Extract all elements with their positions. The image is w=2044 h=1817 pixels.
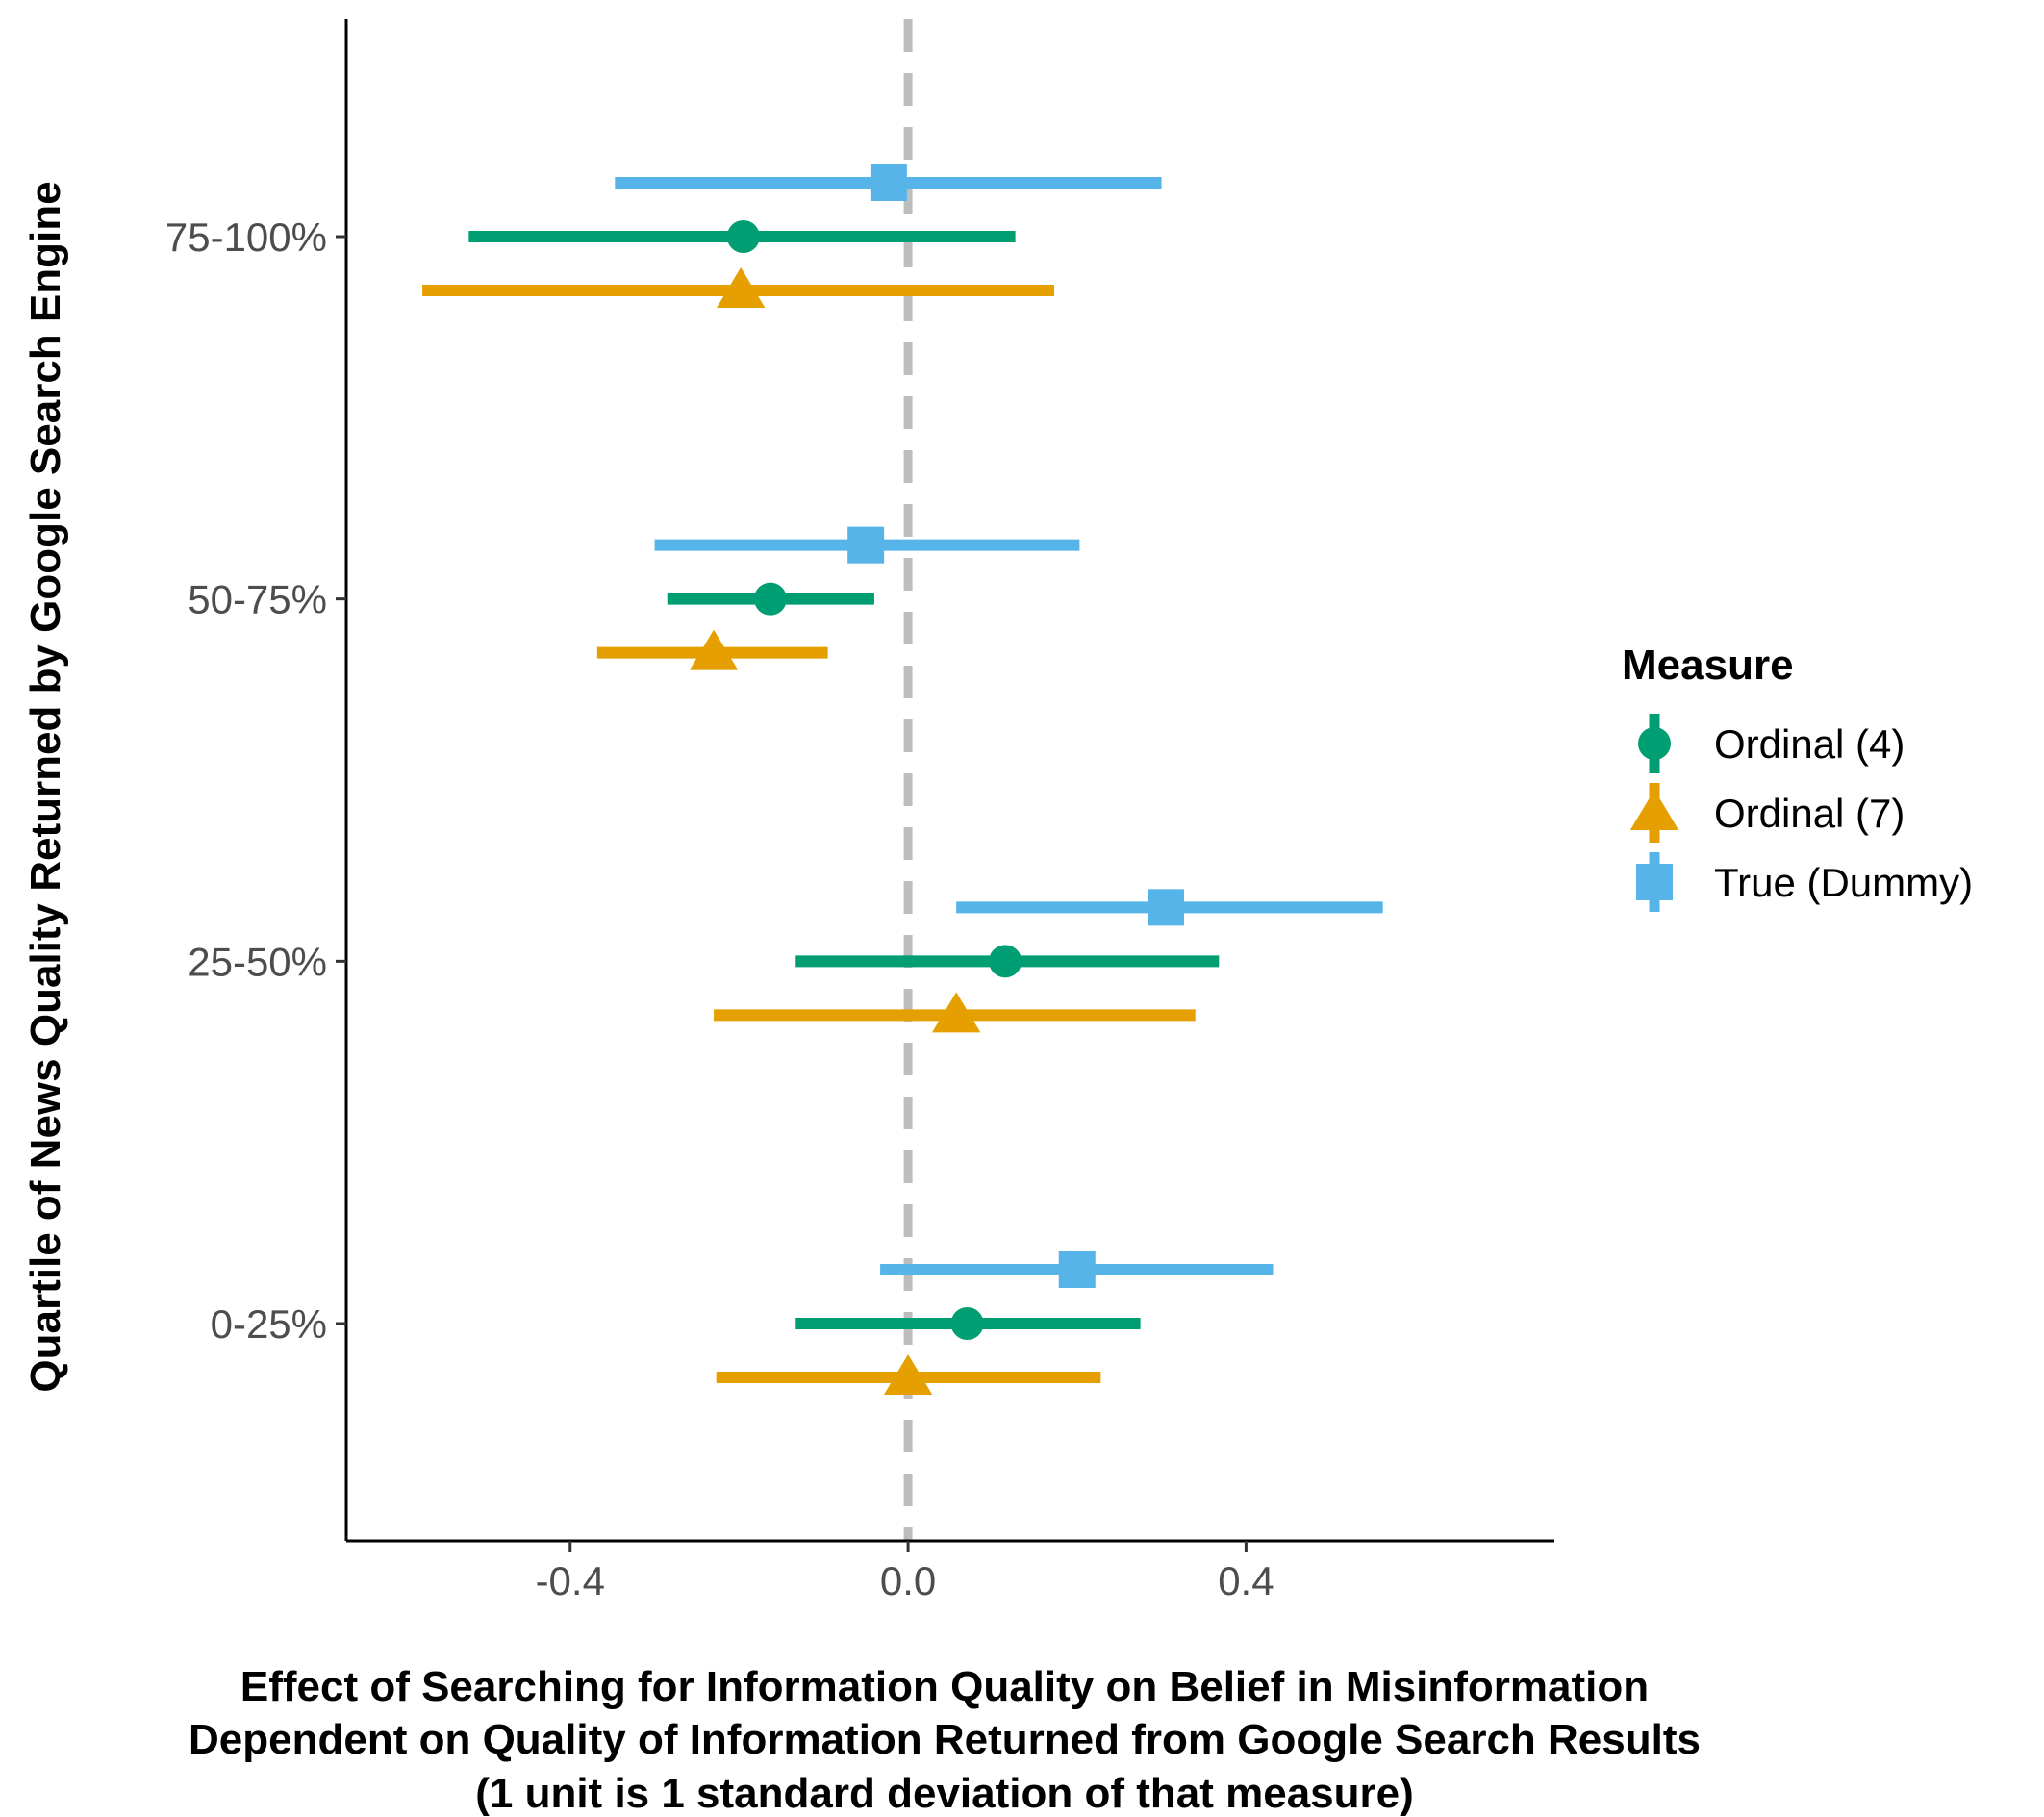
point-estimate [716,267,766,308]
point-estimate [847,526,885,564]
y-tick-label: 75-100% [165,215,327,260]
legend-key-marker [1636,864,1673,900]
point-estimate [931,992,981,1033]
point-estimate [950,1307,984,1340]
legend-title: Measure [1622,642,1794,689]
point-estimate [726,220,760,253]
x-tick-label: 0.0 [880,1558,936,1603]
legend-key [1629,783,1679,843]
legend-label: True (Dummy) [1714,860,1973,905]
points-layer [689,164,1184,1395]
error-bars-layer [422,177,1383,1383]
point-estimate [870,164,907,201]
y-tick-label: 25-50% [188,939,327,984]
legend-key [1636,852,1673,912]
legend: Measure Ordinal (4) Ordinal (7) True (Dumm… [1622,642,1973,912]
x-tick-label: -0.4 [536,1558,605,1603]
x-tick-label: 0.4 [1218,1558,1274,1603]
x-axis-title-line-1: Effect of Searching for Information Qual… [240,1663,1649,1710]
x-axis-ticks: -0.4 0.0 0.4 [536,1541,1274,1603]
point-estimate [689,629,739,670]
legend-key-marker [1638,727,1671,760]
y-tick-label: 0-25% [211,1301,327,1347]
point-estimate [1147,889,1184,926]
y-axis-title: Quartile of News Quality Returned by Goo… [22,181,69,1392]
legend-label: Ordinal (7) [1714,791,1905,836]
point-estimate [883,1354,933,1395]
x-axis-title-line-3: (1 unit is 1 standard deviation of that … [475,1770,1414,1817]
point-estimate [753,582,787,616]
y-tick-label: 50-75% [188,577,327,622]
legend-key [1638,714,1671,773]
y-axis-ticks: 0-25% 25-50% 50-75% 75-100% [165,215,346,1347]
x-axis-title-line-2: Dependent on Quality of Information Retu… [189,1716,1701,1763]
point-estimate [1058,1251,1096,1288]
legend-key-marker [1629,790,1679,830]
legend-label: Ordinal (4) [1714,721,1905,767]
x-axis-title: Effect of Searching for Information Qual… [189,1663,1701,1817]
point-estimate [989,945,1022,978]
